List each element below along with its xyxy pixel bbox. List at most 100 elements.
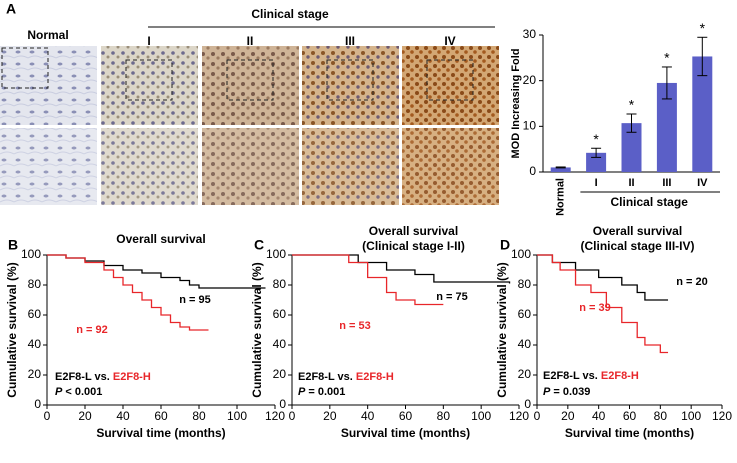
p-text: = 0.039: [553, 386, 590, 398]
annotation: *: [700, 20, 706, 36]
y-tick-label: 0: [279, 397, 286, 411]
panel-label: D: [500, 237, 510, 253]
image-tile: [402, 128, 499, 205]
chart-subtitle: (Clinical stage I-II): [362, 239, 465, 253]
series-label: n = 92: [76, 324, 108, 336]
y-tick-label: 80: [518, 277, 532, 291]
x-tick-label: 100: [681, 409, 701, 423]
x-axis-label: Clinical stage: [611, 195, 689, 209]
x-axis-label: Survival time (months): [96, 426, 225, 440]
p-value: P = 0.001: [298, 386, 345, 398]
x-tick-label: 120: [265, 409, 285, 423]
p-text: < 0.001: [65, 386, 102, 398]
x-tick-label: 80: [192, 409, 206, 423]
x-tick-label: 20: [561, 409, 575, 423]
comparison: E2F8-L vs. E2F8-H: [55, 371, 151, 383]
x-tick-label: 60: [623, 409, 637, 423]
y-tick-label: 20: [28, 367, 42, 381]
y-tick-label: 100: [266, 247, 286, 261]
image-tile: [202, 128, 299, 205]
series-label: n = 39: [579, 302, 611, 314]
bar: [692, 56, 713, 172]
x-tick-label: 0: [44, 409, 51, 423]
x-axis-label: Survival time (months): [341, 426, 470, 440]
survival-curve: [292, 254, 511, 284]
survival-curve: [47, 254, 266, 289]
panel-label: C: [254, 237, 264, 253]
p-symbol: P: [543, 386, 551, 398]
y-tick-label: 0: [529, 164, 536, 178]
series-label: n = 75: [436, 291, 468, 303]
y-tick-label: 80: [273, 277, 287, 291]
x-tick-label: 120: [712, 409, 732, 423]
x-tick-label: 20: [323, 409, 337, 423]
x-tick-label: Normal: [555, 178, 567, 216]
bar: [550, 167, 571, 172]
bar: [656, 82, 677, 172]
chart-subtitle: (Clinical stage III-IV): [580, 239, 694, 253]
chart-title: Overall survival: [593, 224, 682, 238]
y-tick-label: 40: [28, 337, 42, 351]
chart-title: Overall survival: [116, 232, 205, 246]
x-tick-label: I: [595, 177, 598, 189]
annotation: *: [593, 131, 599, 147]
series-label: n = 53: [339, 320, 371, 332]
comparison-part: E2F8-H: [113, 371, 151, 383]
x-tick-label: 0: [534, 409, 541, 423]
x-tick-label: 80: [437, 409, 451, 423]
x-tick-label: 40: [361, 409, 375, 423]
x-tick-label: 40: [116, 409, 130, 423]
image-label: I: [147, 34, 150, 48]
bar: [621, 123, 642, 172]
p-value: P < 0.001: [55, 386, 102, 398]
zoom-box: [226, 59, 274, 101]
image-tile: [302, 128, 399, 205]
comparison-part: E2F8-H: [601, 370, 639, 382]
y-tick-label: 20: [523, 73, 537, 87]
x-tick-label: III: [662, 177, 671, 189]
y-tick-label: 20: [273, 367, 287, 381]
y-tick-label: 60: [273, 307, 287, 321]
image-label: Normal: [27, 28, 68, 42]
y-tick-label: 0: [34, 397, 41, 411]
y-tick-label: 40: [273, 337, 287, 351]
zoom-box: [1, 47, 49, 89]
y-tick-label: 0: [524, 397, 531, 411]
y-tick-label: 20: [518, 367, 532, 381]
panel-label: A: [6, 1, 16, 17]
survival-curve: [47, 254, 209, 331]
chart-title: Overall survival: [369, 224, 458, 238]
comparison: E2F8-L vs. E2F8-H: [543, 370, 639, 382]
zoom-box: [125, 59, 173, 101]
image-tile: [0, 128, 97, 205]
survival-curve: [537, 254, 669, 354]
survival-curve: [292, 254, 444, 306]
y-axis-label: MOD Increasing Fold: [510, 48, 522, 158]
x-tick-label: 40: [592, 409, 606, 423]
p-text: = 0.001: [308, 386, 345, 398]
x-tick-label: 60: [154, 409, 168, 423]
image-tile: [0, 46, 97, 125]
image-label: III: [345, 34, 355, 48]
y-tick-label: 60: [28, 307, 42, 321]
comparison-part: E2F8-H: [356, 371, 394, 383]
comparison-part: E2F8-L vs.: [55, 371, 110, 383]
x-tick-label: 60: [399, 409, 413, 423]
x-axis-label: Survival time (months): [565, 426, 694, 440]
image-label: II: [247, 34, 254, 48]
histology-images: [0, 46, 499, 205]
y-axis-label: Cumulative survival (%): [5, 262, 19, 397]
annotation: *: [664, 50, 670, 66]
annotation: *: [629, 97, 635, 113]
x-tick-label: 0: [289, 409, 296, 423]
image-tile: [101, 46, 198, 125]
y-tick-label: 60: [518, 307, 532, 321]
x-tick-label: 120: [509, 409, 529, 423]
y-tick-label: 100: [511, 247, 531, 261]
y-axis-label: Cumulative survival (%): [250, 262, 264, 397]
series-label: n = 20: [676, 276, 708, 288]
y-tick-label: 80: [28, 277, 42, 291]
y-tick-label: 100: [21, 247, 41, 261]
comparison-part: E2F8-L vs.: [298, 371, 353, 383]
x-tick-label: II: [628, 177, 634, 189]
